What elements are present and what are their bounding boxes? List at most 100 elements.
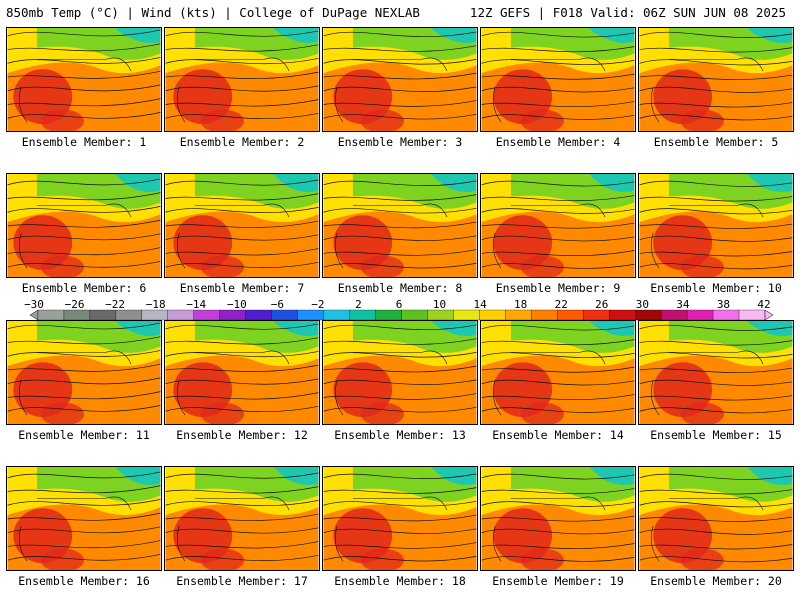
colorbar-tick-label: 42: [757, 298, 771, 311]
colorbar-tick-label: 30: [635, 298, 649, 311]
colorbar-tick-label: −14: [186, 298, 207, 311]
ensemble-member-map: [322, 173, 478, 278]
colorbar-swatch: [531, 309, 558, 321]
colorbar-tick-label: 38: [716, 298, 731, 311]
temperature-wind-map: [165, 467, 319, 570]
temperature-wind-map: [7, 467, 161, 570]
colorbar-swatch: [686, 309, 714, 321]
colorbar-tick-label: 26: [595, 298, 609, 311]
colorbar-swatch: [141, 309, 168, 321]
ensemble-member-map: [480, 27, 636, 132]
ensemble-member-map: [480, 320, 636, 425]
colorbar-swatch: [193, 309, 220, 321]
ensemble-member-map: [164, 466, 320, 571]
temperature-wind-map: [323, 467, 477, 570]
colorbar-tick-labels: −30 −26 −22 −18 −14 −10 −6 −2 2 6 10 14 18 22 26 30 34 38…: [0, 298, 800, 311]
ensemble-member-label: Ensemble Member: 7: [179, 281, 305, 295]
temperature-colorbar: [29, 309, 774, 321]
colorbar-swatch: [271, 309, 298, 321]
ensemble-member-label: Ensemble Member: 10: [650, 281, 782, 295]
colorbar-tick-label: 14: [473, 298, 487, 311]
ensemble-member-label: Ensemble Member: 18: [334, 574, 466, 588]
temperature-wind-map: [481, 28, 635, 131]
ensemble-member-label: Ensemble Member: 6: [21, 281, 147, 295]
colorbar-swatch: [738, 309, 766, 321]
colorbar-swatch: [37, 309, 65, 321]
chart-title: 850mb Temp (°C) | Wind (kts) | College o…: [6, 5, 420, 20]
colorbar-swatch: [115, 309, 143, 321]
colorbar-swatch: [89, 309, 117, 321]
temperature-wind-map: [639, 28, 793, 131]
temperature-wind-map: [323, 28, 477, 131]
ensemble-member-label: Ensemble Member: 3: [337, 135, 463, 149]
colorbar-tick-label: 2: [355, 298, 362, 311]
colorbar-tick-label: −22: [105, 298, 126, 311]
colorbar-swatch: [297, 309, 324, 321]
ensemble-member-map: [638, 320, 794, 425]
temperature-wind-map: [165, 174, 319, 277]
colorbar-low-arrow: [29, 309, 39, 321]
colorbar-swatch: [167, 309, 194, 321]
ensemble-member-label: Ensemble Member: 16: [18, 574, 150, 588]
ensemble-member-label: Ensemble Member: 8: [337, 281, 463, 295]
ensemble-member-label: Ensemble Member: 2: [179, 135, 305, 149]
ensemble-member-map: [6, 466, 162, 571]
ensemble-member-label: Ensemble Member: 12: [176, 428, 308, 442]
ensemble-member-label: Ensemble Member: 1: [21, 135, 147, 149]
ensemble-member-map: [6, 320, 162, 425]
temperature-wind-map: [165, 321, 319, 424]
colorbar-swatch: [712, 309, 740, 321]
colorbar-swatch: [583, 309, 610, 321]
ensemble-member-map: [638, 173, 794, 278]
colorbar-swatch: [375, 309, 402, 321]
colorbar-tick-label: −10: [226, 298, 247, 311]
ensemble-member-label: Ensemble Member: 19: [492, 574, 624, 588]
temperature-wind-map: [323, 174, 477, 277]
temperature-wind-map: [481, 321, 635, 424]
ensemble-member-map: [322, 466, 478, 571]
colorbar-swatch: [557, 309, 584, 321]
colorbar-tick-label: 10: [432, 298, 447, 311]
colorbar-swatch: [401, 309, 428, 321]
ensemble-member-label: Ensemble Member: 4: [495, 135, 621, 149]
ensemble-member-label: Ensemble Member: 17: [176, 574, 308, 588]
colorbar-tick-label: 6: [395, 298, 403, 311]
temperature-wind-map: [639, 174, 793, 277]
ensemble-member-label: Ensemble Member: 15: [650, 428, 782, 442]
colorbar-tick-label: −26: [64, 298, 85, 311]
colorbar-swatch: [635, 309, 662, 321]
colorbar-swatch: [219, 309, 246, 321]
temperature-wind-map: [7, 321, 161, 424]
ensemble-member-map: [164, 320, 320, 425]
temperature-wind-map: [639, 321, 793, 424]
ensemble-member-label: Ensemble Member: 14: [492, 428, 624, 442]
colorbar-tick-label: −6: [270, 298, 284, 311]
temperature-wind-map: [7, 174, 161, 277]
colorbar-tick-label: 22: [554, 298, 568, 311]
ensemble-member-map: [480, 466, 636, 571]
ensemble-member-label: Ensemble Member: 11: [18, 428, 150, 442]
ensemble-member-label: Ensemble Member: 20: [650, 574, 782, 588]
colorbar-swatch: [479, 309, 506, 321]
ensemble-member-map: [638, 27, 794, 132]
colorbar-swatch: [505, 309, 532, 321]
colorbar-swatch: [609, 309, 636, 321]
colorbar-swatch: [660, 309, 688, 321]
colorbar-swatch: [349, 309, 376, 321]
ensemble-member-map: [638, 466, 794, 571]
ensemble-member-label: Ensemble Member: 13: [334, 428, 466, 442]
ensemble-member-map: [164, 27, 320, 132]
ensemble-member-map: [322, 27, 478, 132]
ensemble-member-map: [6, 27, 162, 132]
temperature-wind-map: [481, 467, 635, 570]
colorbar-tick-label: 18: [514, 298, 528, 311]
colorbar-tick-label: 34: [676, 298, 690, 311]
temperature-wind-map: [481, 174, 635, 277]
colorbar-swatch: [245, 309, 272, 321]
colorbar-tick-label: −2: [311, 298, 325, 311]
colorbar-swatch: [63, 309, 91, 321]
temperature-wind-map: [639, 467, 793, 570]
colorbar-swatch: [427, 309, 454, 321]
temperature-wind-map: [165, 28, 319, 131]
ensemble-member-label: Ensemble Member: 5: [653, 135, 779, 149]
